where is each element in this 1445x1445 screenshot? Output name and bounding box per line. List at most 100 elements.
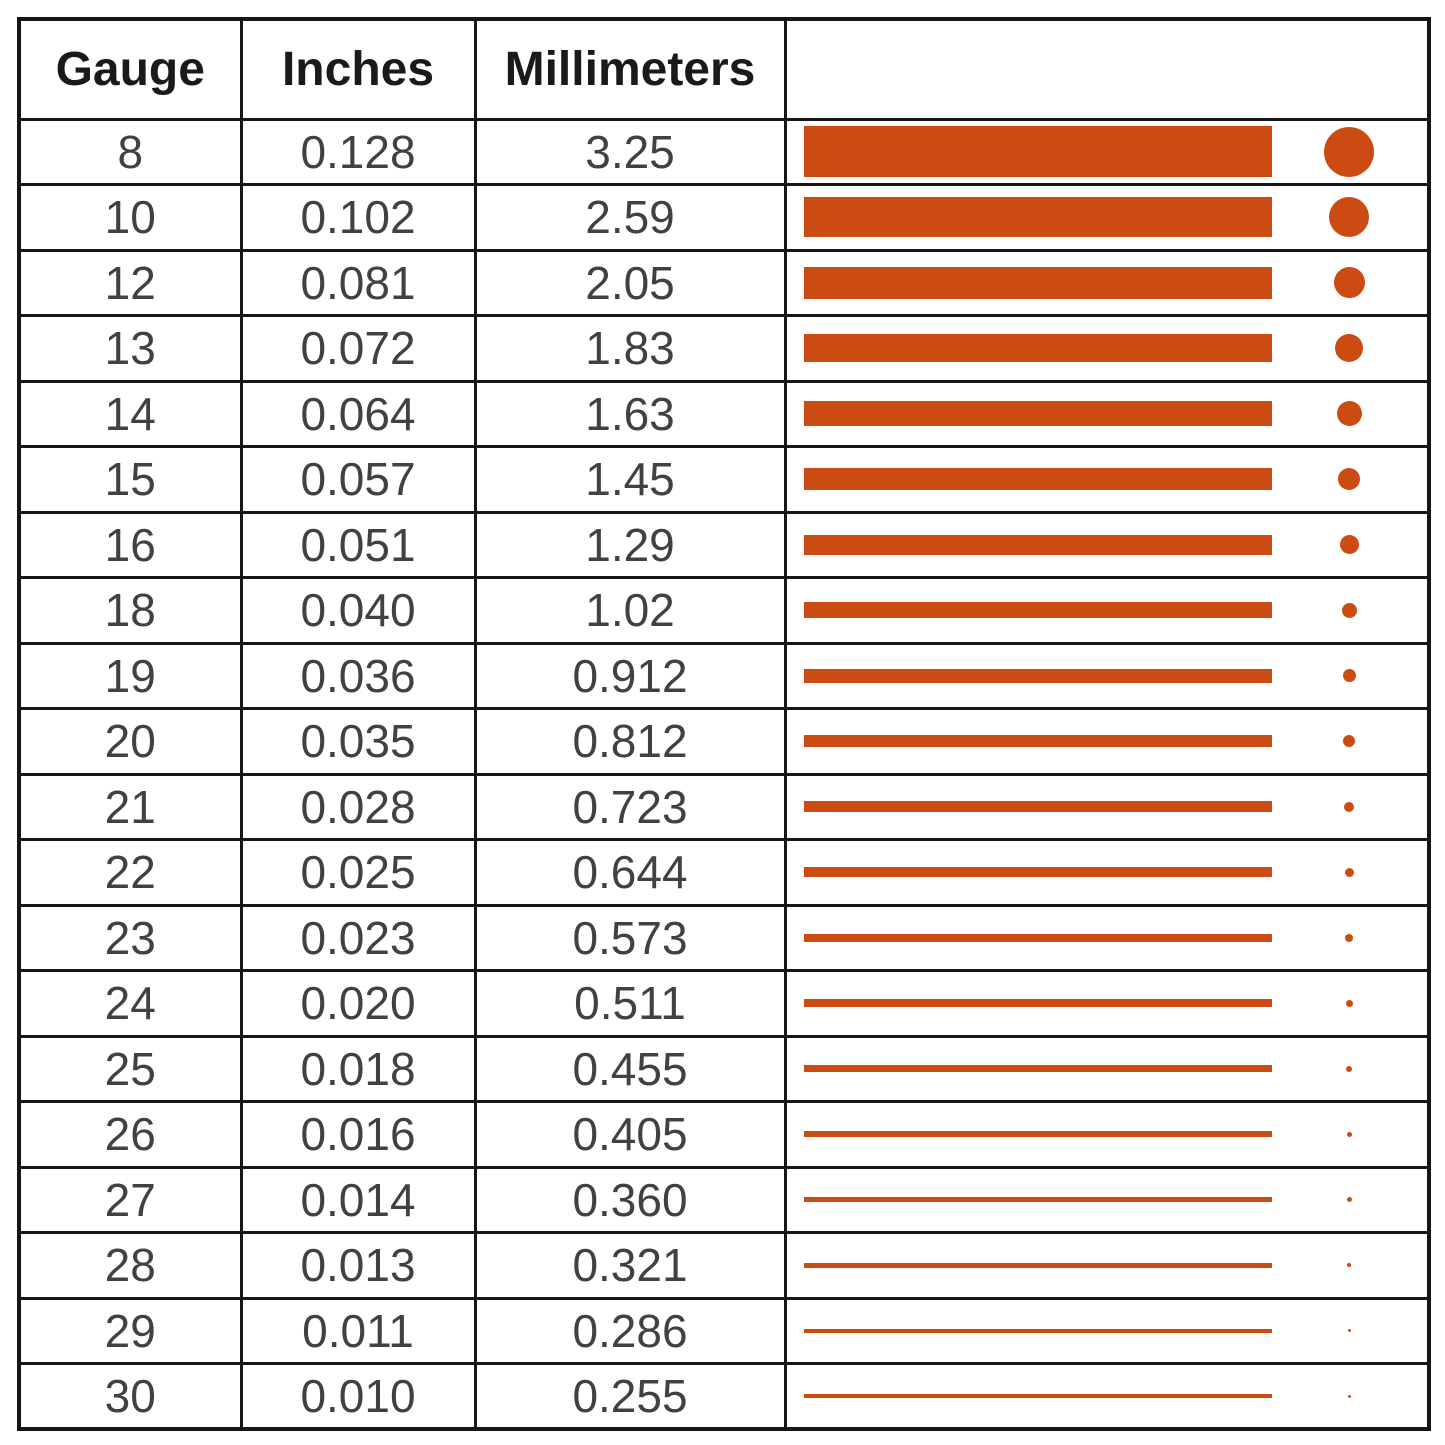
wire-thickness-bar xyxy=(803,999,1272,1008)
wire-diameter-dot xyxy=(1336,401,1362,427)
inches-cell: 0.081 xyxy=(239,248,477,317)
wire-size-visual xyxy=(788,401,1427,427)
table-row: 26 0.016 0.405 xyxy=(17,1100,1431,1169)
table-row: 19 0.036 0.912 xyxy=(17,641,1431,710)
wire-thickness-bar xyxy=(803,735,1272,748)
col-header-gauge: Gauge xyxy=(17,17,243,121)
table-row: 24 0.020 0.511 xyxy=(17,969,1431,1038)
wire-diameter-dot-zone xyxy=(1272,267,1427,299)
wire-thickness-bar xyxy=(803,401,1272,427)
wire-size-visual xyxy=(788,468,1427,491)
wire-diameter-dot xyxy=(1347,1329,1351,1333)
wire-diameter-dot-zone xyxy=(1272,867,1427,877)
wire-diameter-dot-zone xyxy=(1272,669,1427,683)
table-row: 30 0.010 0.255 xyxy=(17,1362,1431,1431)
wire-size-visual xyxy=(788,1131,1426,1138)
wire-size-visual xyxy=(788,266,1427,299)
wire-size-visual-cell xyxy=(783,1362,1431,1431)
gauge-cell: 23 xyxy=(17,903,243,972)
inches-cell: 0.025 xyxy=(239,838,477,907)
wire-diameter-dot xyxy=(1333,267,1365,299)
gauge-cell: 22 xyxy=(17,838,243,907)
millimeters-cell: 0.321 xyxy=(473,1231,787,1300)
millimeters-cell: 0.455 xyxy=(473,1034,787,1103)
wire-diameter-dot xyxy=(1345,933,1354,942)
table-row: 20 0.035 0.812 xyxy=(17,707,1431,776)
wire-thickness-bar xyxy=(803,1065,1272,1073)
inches-cell: 0.014 xyxy=(239,1165,477,1234)
col-header-visual-empty xyxy=(783,17,1431,121)
inches-cell: 0.051 xyxy=(239,510,477,579)
wire-diameter-dot-zone xyxy=(1272,468,1427,491)
wire-diameter-dot-zone xyxy=(1272,801,1427,812)
wire-diameter-dot xyxy=(1329,197,1370,238)
inches-cell: 0.035 xyxy=(239,707,477,776)
wire-size-visual xyxy=(788,668,1427,683)
wire-diameter-dot xyxy=(1342,669,1356,683)
gauge-cell: 20 xyxy=(17,707,243,776)
gauge-cell: 10 xyxy=(17,183,243,252)
wire-size-visual xyxy=(788,126,1426,178)
millimeters-cell: 0.723 xyxy=(473,772,787,841)
wire-size-visual-cell xyxy=(783,379,1431,448)
inches-cell: 0.064 xyxy=(239,379,477,448)
gauge-cell: 13 xyxy=(17,314,243,383)
wire-diameter-dot xyxy=(1338,468,1361,491)
inches-cell: 0.040 xyxy=(239,576,477,645)
inches-cell: 0.023 xyxy=(239,903,477,972)
wire-diameter-dot-zone xyxy=(1272,334,1427,363)
wire-thickness-bar xyxy=(803,266,1272,299)
table-row: 29 0.011 0.286 xyxy=(17,1296,1431,1365)
millimeters-cell: 2.59 xyxy=(473,183,787,252)
wire-thickness-bar xyxy=(803,468,1272,491)
millimeters-cell: 1.83 xyxy=(473,314,787,383)
table-row: 10 0.102 2.59 xyxy=(17,183,1431,252)
wire-diameter-dot-zone xyxy=(1272,735,1427,748)
table-row: 18 0.040 1.02 xyxy=(17,576,1431,645)
wire-diameter-dot xyxy=(1347,1394,1351,1398)
wire-diameter-dot-zone xyxy=(1272,401,1427,427)
millimeters-cell: 0.360 xyxy=(473,1165,787,1234)
wire-diameter-dot xyxy=(1344,801,1355,812)
inches-cell: 0.018 xyxy=(239,1034,477,1103)
millimeters-cell: 0.255 xyxy=(473,1362,787,1431)
wire-size-visual xyxy=(788,1328,1427,1333)
table-row: 14 0.064 1.63 xyxy=(17,379,1431,448)
gauge-cell: 30 xyxy=(17,1362,243,1431)
wire-size-visual xyxy=(788,735,1427,748)
inches-cell: 0.016 xyxy=(239,1100,477,1169)
wire-diameter-dot-zone xyxy=(1272,602,1427,618)
wire-diameter-dot-zone xyxy=(1272,1329,1427,1333)
inches-cell: 0.057 xyxy=(239,445,477,514)
wire-diameter-dot xyxy=(1347,1263,1352,1268)
wire-size-visual xyxy=(788,334,1427,363)
wire-size-visual-cell xyxy=(783,117,1431,186)
wire-thickness-bar xyxy=(803,602,1272,619)
inches-cell: 0.072 xyxy=(239,314,477,383)
wire-size-visual xyxy=(788,1262,1426,1268)
wire-size-visual-cell xyxy=(783,641,1431,710)
gauge-cell: 21 xyxy=(17,772,243,841)
table-row: 23 0.023 0.573 xyxy=(17,903,1431,972)
table-row: 25 0.018 0.455 xyxy=(17,1034,1431,1103)
wire-thickness-bar xyxy=(803,668,1272,683)
table-row: 22 0.025 0.644 xyxy=(17,838,1431,907)
table-row: 15 0.057 1.45 xyxy=(17,445,1431,514)
table-row: 21 0.028 0.723 xyxy=(17,772,1431,841)
wire-diameter-dot xyxy=(1339,535,1359,555)
wire-diameter-dot-zone xyxy=(1272,535,1427,555)
wire-diameter-dot xyxy=(1346,1197,1352,1203)
wire-diameter-dot xyxy=(1345,999,1353,1007)
wire-thickness-bar xyxy=(803,1197,1272,1203)
gauge-cell: 18 xyxy=(17,576,243,645)
wire-diameter-dot-zone xyxy=(1272,1197,1427,1203)
millimeters-cell: 0.286 xyxy=(473,1296,787,1365)
millimeters-cell: 0.912 xyxy=(473,641,787,710)
wire-diameter-dot-zone xyxy=(1272,197,1427,238)
wire-thickness-bar xyxy=(803,867,1272,878)
wire-diameter-dot-zone xyxy=(1272,1065,1427,1072)
millimeters-cell: 3.25 xyxy=(473,117,787,186)
table-row: 12 0.081 2.05 xyxy=(17,248,1431,317)
millimeters-cell: 1.02 xyxy=(473,576,787,645)
